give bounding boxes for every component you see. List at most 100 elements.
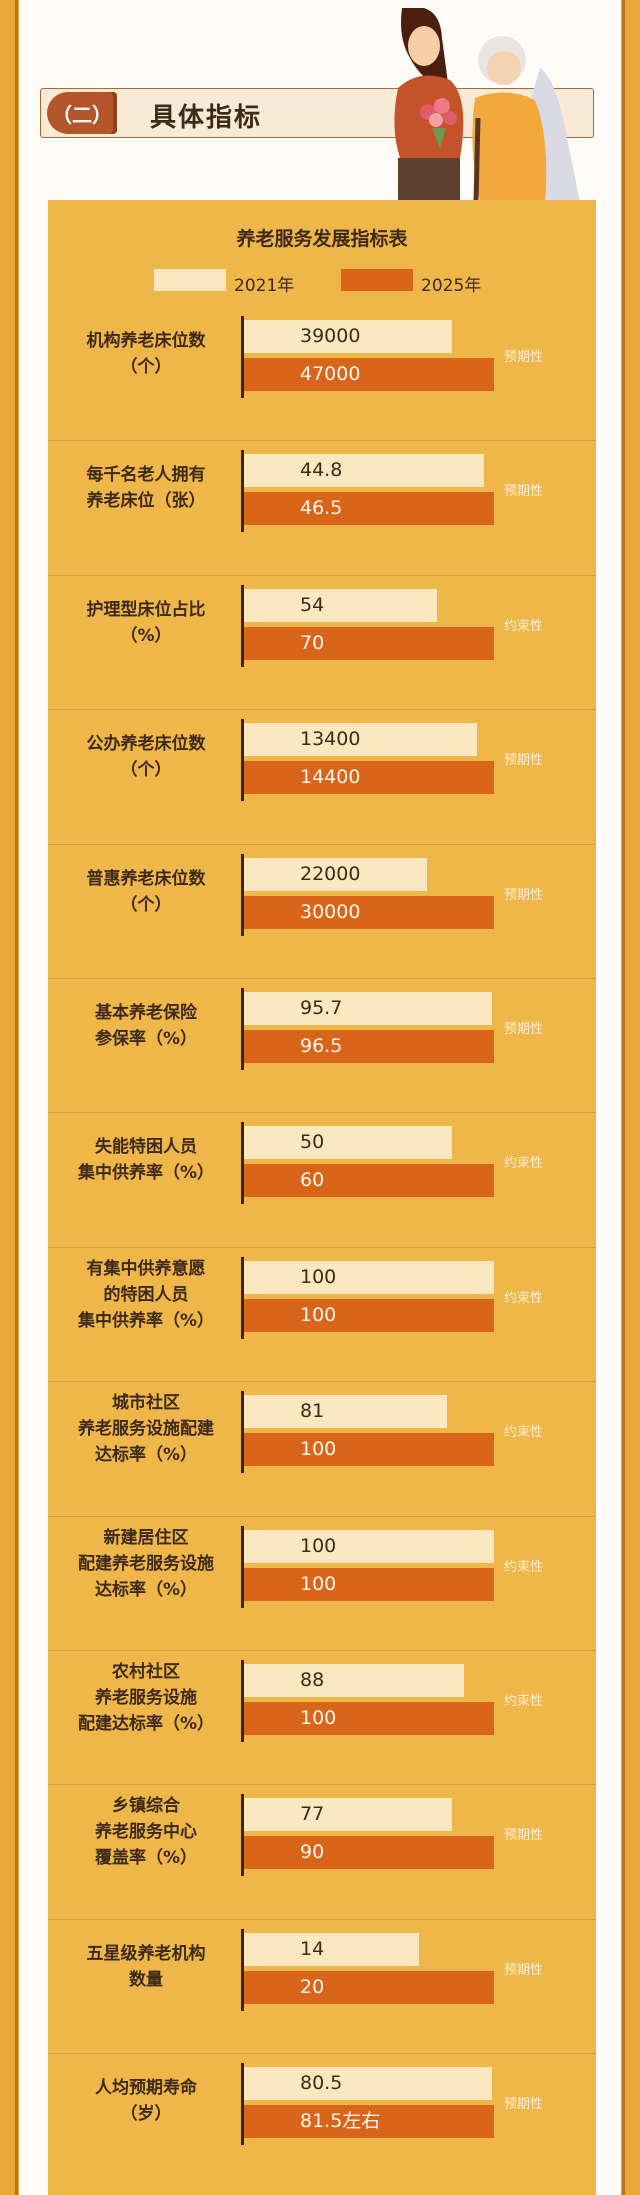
bar-2025: 70 xyxy=(244,626,494,660)
value-label-2025: 96.5 xyxy=(300,1035,343,1057)
bar-2021: 13400 xyxy=(244,723,477,757)
category-label: 公办养老床位数 （个） xyxy=(86,734,206,781)
value-label-2021: 81 xyxy=(300,1400,325,1423)
bar-2025: 96.5 xyxy=(244,1030,494,1063)
indicator-type-tag: 预期性 xyxy=(504,887,544,903)
row-separator xyxy=(48,1784,596,1786)
value-label-2021: 88 xyxy=(300,1669,325,1691)
bar-2021: 95.7 xyxy=(244,992,492,1025)
value-label-2025: 90 xyxy=(300,1841,325,1864)
bar-2025: 30000 xyxy=(244,895,494,929)
value-label-2025: 81.5左右 xyxy=(300,2110,381,2133)
row-separator xyxy=(48,978,596,979)
indicator-type-tag: 预期性 xyxy=(504,2097,544,2113)
value-label-2021: 14 xyxy=(300,1937,325,1960)
right-border-line xyxy=(622,0,625,2195)
row-axis xyxy=(241,719,244,802)
indicator-type-tag: 预期性 xyxy=(504,1022,544,1037)
bar-2021: 100 xyxy=(244,1529,494,1563)
row-separator xyxy=(48,1381,596,1383)
value-label-2025: 14400 xyxy=(300,766,361,789)
row-axis xyxy=(241,1928,244,2011)
left-border-line xyxy=(15,0,18,2195)
row-separator xyxy=(48,1650,596,1651)
bar-2021: 54 xyxy=(244,588,437,622)
bar-2025: 100 xyxy=(244,1702,494,1735)
category-label: 城市社区 养老服务设施配建 达标率（%） xyxy=(78,1393,214,1466)
bar-2021: 14 xyxy=(244,1932,419,1966)
indicator-type-tag: 约束性 xyxy=(504,1156,544,1172)
value-label-2025: 100 xyxy=(300,1707,337,1729)
category-label: 有集中供养意愿 的特困人员 集中供养率（%） xyxy=(77,1258,215,1331)
indicator-type-tag: 约束性 xyxy=(504,1559,544,1575)
bar-2021: 44.8 xyxy=(244,454,484,488)
bar-2021: 50 xyxy=(244,1126,452,1160)
category-label: 普惠养老床位数 （个） xyxy=(86,868,206,915)
value-label-2021: 100 xyxy=(300,1265,337,1288)
value-label-2021: 39000 xyxy=(300,325,361,347)
value-label-2021: 44.8 xyxy=(300,459,343,482)
row-separator xyxy=(48,440,596,442)
row-axis xyxy=(241,1660,244,1742)
indicator-type-tag: 预期性 xyxy=(504,484,544,500)
value-label-2025: 60 xyxy=(300,1169,325,1192)
value-label-2021: 54 xyxy=(300,593,325,616)
indicator-type-tag: 预期性 xyxy=(504,1828,544,1844)
bar-2021: 80.5 xyxy=(244,2067,492,2101)
category-label: 人均预期寿命 （岁） xyxy=(95,2078,197,2125)
value-label-2025: 47000 xyxy=(300,363,361,385)
chart-panel: 养老服务发展指标表 2021年 2025年 机构养老床位数 （个） 39000 47… xyxy=(48,200,596,2195)
category-label: 每千名老人拥有 养老床位（张） xyxy=(86,465,206,512)
value-label-2025: 100 xyxy=(300,1438,337,1461)
value-label-2021: 77 xyxy=(300,1803,325,1826)
bar-2021: 81 xyxy=(244,1395,447,1429)
row-axis xyxy=(241,1122,244,1205)
bar-2025: 47000 xyxy=(244,358,494,391)
value-label-2021: 50 xyxy=(300,1131,325,1154)
section-badge: （二） xyxy=(47,92,117,134)
row-axis xyxy=(241,1256,244,1339)
legend-swatch-2025 xyxy=(341,269,413,291)
bar-2025: 100 xyxy=(244,1433,494,1467)
row-separator xyxy=(48,574,596,576)
right-border xyxy=(621,0,640,2195)
bar-2021: 39000 xyxy=(244,320,452,353)
row-separator xyxy=(48,1112,596,1114)
caregiver-elder-illustration xyxy=(394,8,580,202)
row-separator xyxy=(48,1918,596,1920)
row-separator xyxy=(48,709,596,711)
value-label-2025: 100 xyxy=(300,1572,337,1595)
row-axis xyxy=(241,450,244,533)
category-label: 基本养老保险 参保率（%） xyxy=(94,1003,198,1049)
row-axis xyxy=(241,1794,244,1877)
indicator-type-tag: 约束性 xyxy=(504,1694,544,1709)
indicator-type-tag: 预期性 xyxy=(504,350,544,365)
bar-2025: 90 xyxy=(244,1836,494,1870)
value-label-2025: 20 xyxy=(300,1975,325,1998)
legend-label-2021: 2021年 xyxy=(234,276,295,296)
value-label-2021: 95.7 xyxy=(300,997,343,1019)
value-label-2025: 70 xyxy=(300,631,325,654)
row-axis xyxy=(241,2063,244,2146)
value-label-2025: 100 xyxy=(300,1303,337,1326)
value-label-2025: 46.5 xyxy=(300,497,343,520)
chart-title: 养老服务发展指标表 xyxy=(236,228,408,250)
bar-2021: 88 xyxy=(244,1664,464,1697)
section-title: 具体指标 xyxy=(150,103,263,133)
bar-2021: 22000 xyxy=(244,857,427,891)
row-axis xyxy=(241,853,244,936)
category-label: 护理型床位占比 （%） xyxy=(86,599,206,646)
bar-2025: 46.5 xyxy=(244,492,494,526)
row-separator xyxy=(48,1246,596,1248)
indicator-type-tag: 约束性 xyxy=(504,618,544,634)
category-label: 机构养老床位数 （个） xyxy=(86,331,206,377)
indicator-type-tag: 约束性 xyxy=(504,1425,544,1441)
value-label-2025: 30000 xyxy=(300,900,361,923)
indicator-type-tag: 约束性 xyxy=(504,1290,544,1306)
row-axis xyxy=(241,1525,244,1608)
bar-2025: 20 xyxy=(244,1970,494,2004)
value-label-2021: 13400 xyxy=(300,728,361,751)
category-label: 乡镇综合 养老服务中心 覆盖率（%） xyxy=(94,1796,198,1869)
category-label: 失能特困人员 集中供养率（%） xyxy=(77,1137,215,1184)
